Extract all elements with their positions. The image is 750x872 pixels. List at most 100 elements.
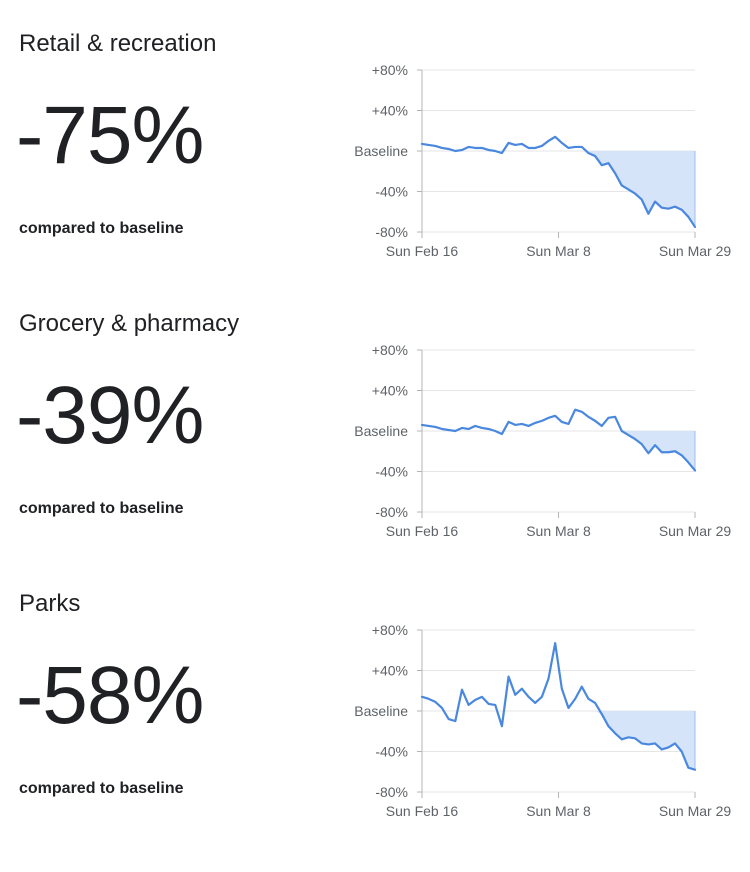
- below-baseline-area: [621, 431, 695, 471]
- data-point: [620, 430, 623, 432]
- data-point: [554, 642, 556, 644]
- data-point: [674, 742, 676, 745]
- data-point: [587, 152, 590, 154]
- data-point: [447, 148, 450, 150]
- data-point: [614, 732, 616, 735]
- data-point: [627, 188, 630, 191]
- data-point: [654, 444, 656, 446]
- x-tick-label: Sun Mar 29: [659, 523, 732, 539]
- series-line: [420, 408, 697, 472]
- data-point: [501, 152, 503, 154]
- y-tick-label: +40%: [372, 663, 408, 679]
- data-point: [467, 146, 470, 148]
- data-point: [434, 701, 437, 703]
- data-point: [680, 208, 683, 211]
- data-point: [521, 143, 523, 145]
- category-title: Grocery & pharmacy: [19, 310, 240, 337]
- panel-parks: Parks -58% compared to baseline +80% +40%…: [0, 576, 750, 856]
- data-point: [640, 742, 643, 745]
- data-point: [474, 425, 477, 427]
- data-point: [694, 226, 696, 228]
- data-point: [514, 424, 517, 426]
- data-point: [614, 416, 616, 418]
- data-point: [427, 698, 430, 700]
- data-point: [461, 688, 463, 691]
- data-point: [441, 707, 443, 709]
- data-point: [660, 206, 663, 209]
- below-baseline-area: [595, 711, 695, 770]
- data-point: [567, 423, 570, 425]
- data-point: [541, 420, 543, 422]
- y-tick-label: -80%: [375, 224, 408, 240]
- series-line: [420, 642, 697, 771]
- data-point: [547, 677, 550, 680]
- data-point: [541, 145, 543, 147]
- y-tick-label: -40%: [375, 184, 408, 200]
- data-point: [594, 155, 596, 157]
- y-tick-label: +40%: [372, 383, 408, 399]
- data-point: [454, 720, 457, 722]
- data-point: [467, 428, 470, 430]
- data-point: [501, 433, 503, 435]
- comparison-label: compared to baseline: [19, 220, 184, 237]
- data-point: [494, 704, 497, 706]
- data-point: [607, 162, 610, 164]
- data-point: [554, 136, 556, 138]
- data-point: [594, 420, 596, 422]
- data-point: [587, 416, 590, 418]
- x-tick-label: Sun Feb 16: [386, 803, 459, 819]
- data-point: [674, 450, 676, 453]
- data-point: [634, 737, 636, 740]
- data-point: [487, 149, 490, 151]
- data-point: [554, 415, 556, 417]
- data-point: [481, 696, 483, 698]
- data-point: [667, 451, 670, 454]
- chart-parks: +80% +40% Baseline -40% -80% Sun Feb 16 Sun Ma…: [354, 622, 731, 819]
- data-point: [620, 184, 623, 187]
- category-title: Parks: [19, 590, 81, 617]
- data-point: [587, 698, 590, 700]
- data-point: [541, 696, 543, 698]
- data-point: [627, 736, 630, 739]
- data-point: [654, 742, 656, 745]
- panel-retail-recreation: Retail & recreation -75% compared to bas…: [0, 16, 750, 296]
- headline-percent: -75%: [16, 90, 204, 181]
- data-point: [447, 429, 450, 431]
- data-point: [527, 696, 530, 698]
- data-point: [687, 766, 690, 769]
- data-point: [547, 417, 550, 419]
- data-point: [647, 743, 650, 746]
- y-tick-label: -40%: [375, 464, 408, 480]
- data-point: [427, 144, 430, 146]
- data-point: [634, 438, 636, 440]
- data-point: [594, 702, 596, 704]
- data-point: [627, 434, 630, 436]
- data-point: [694, 469, 696, 472]
- data-point: [581, 410, 583, 413]
- data-point: [581, 685, 583, 688]
- comparison-label: compared to baseline: [19, 500, 184, 517]
- y-tick-label: +40%: [372, 103, 408, 119]
- data-point: [481, 427, 483, 429]
- data-point: [507, 421, 510, 423]
- data-point: [561, 687, 563, 690]
- x-tick-label: Sun Mar 8: [526, 243, 591, 259]
- data-point: [467, 704, 470, 706]
- panel-grocery-pharmacy: Grocery & pharmacy -39% compared to base…: [0, 296, 750, 576]
- y-tick-label: Baseline: [354, 423, 408, 439]
- y-tick-label: +80%: [372, 342, 408, 358]
- data-point: [487, 428, 490, 430]
- data-point: [514, 144, 517, 146]
- data-point: [574, 698, 576, 700]
- data-point: [547, 140, 550, 142]
- data-point: [514, 694, 517, 696]
- headline-percent: -58%: [16, 650, 204, 741]
- data-point: [487, 703, 490, 705]
- data-point: [574, 408, 576, 411]
- data-point: [461, 149, 463, 151]
- below-baseline-area: [588, 151, 695, 227]
- x-tick-label: Sun Feb 16: [386, 243, 459, 259]
- x-tick-label: Sun Feb 16: [386, 523, 459, 539]
- data-point: [454, 150, 457, 152]
